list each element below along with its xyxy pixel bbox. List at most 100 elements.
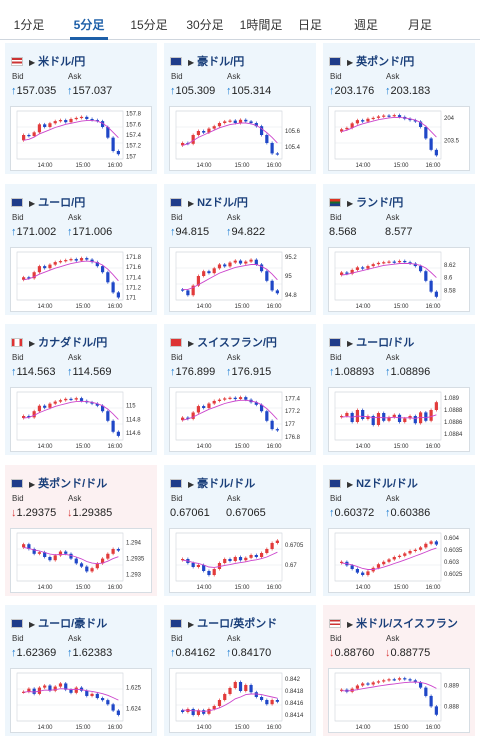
moving-average-line <box>341 263 437 278</box>
currency-card[interactable]: ▶ 米ドル/スイスフラン Bid Ask ↓0.88760 ↓0.88775 0.889 0.… <box>323 605 475 736</box>
currency-card[interactable]: ▶ スイスフラン/円 Bid Ask ↑176.899 ↑176.915 177.4 177.… <box>164 324 316 455</box>
pair-header[interactable]: ▶ 豪ドル/ドル <box>170 475 256 490</box>
currency-card[interactable]: ▶ 英ポンド/円 Bid Ask ↑203.176 ↑203.183 204 203.5 14:… <box>323 43 475 174</box>
pair-name[interactable]: NZドル/ドル <box>356 478 418 490</box>
ask-price: ↑0.60386 <box>385 507 430 519</box>
pair-header[interactable]: ▶ 豪ドル/円 <box>170 53 245 68</box>
mini-chart[interactable]: 177.4 177.2 177 176.8 14:00 15:00 16:00 <box>169 387 311 452</box>
chevron-right-icon: ▶ <box>188 339 195 348</box>
pair-header[interactable]: ▶ ユーロ/豪ドル <box>11 615 108 630</box>
pair-header[interactable]: ▶ ユーロ/英ポンド <box>170 615 278 630</box>
pair-header[interactable]: ▶ ランド/円 <box>329 194 404 209</box>
mini-chart[interactable]: 115 114.8 114.6 14:00 15:00 16:00 <box>10 387 152 452</box>
pair-header[interactable]: ▶ カナダドル/円 <box>11 334 108 349</box>
y-tick-label: 95 <box>285 274 292 280</box>
candle <box>100 266 105 273</box>
currency-card[interactable]: ▶ NZドル/ドル Bid Ask ↑0.60372 ↑0.60386 0.604 0.603… <box>323 465 475 596</box>
mini-chart[interactable]: 1.089 1.0888 1.0886 1.0884 14:00 15:00 16:00 <box>328 387 470 452</box>
tab-5min[interactable]: 5分足 <box>64 0 114 40</box>
tab-weekly[interactable]: 週足 <box>353 18 378 32</box>
arrow-up-icon: ↑ <box>170 85 176 97</box>
pair-name[interactable]: スイスフラン/円 <box>197 337 277 349</box>
candle <box>397 678 402 680</box>
candle <box>58 120 63 122</box>
currency-card[interactable]: ▶ 英ポンド/ドル Bid Ask ↓1.29375 ↓1.29385 1.294 1.293… <box>5 465 157 596</box>
pair-header[interactable]: ▶ ユーロ/円 <box>11 194 86 209</box>
x-tick-label: 15:00 <box>75 304 91 310</box>
candle <box>429 410 433 421</box>
pair-header[interactable]: ▶ ユーロ/ドル <box>329 334 415 349</box>
pair-header[interactable]: ▶ 米ドル/円 <box>11 53 86 68</box>
candle <box>207 403 211 408</box>
currency-card[interactable]: ▶ 米ドル/円 Bid Ask ↑157.035 ↑157.037 157.8 157.6 15… <box>5 43 157 174</box>
pair-name[interactable]: 英ポンド/ドル <box>38 478 108 490</box>
mini-chart[interactable]: 157.8 157.6 157.4 157.2 157 14:00 15:00 16:00 <box>10 106 152 171</box>
candle <box>366 416 370 419</box>
mini-chart[interactable]: 0.889 0.888 14:00 15:00 16:00 <box>328 668 470 733</box>
candle <box>413 263 417 267</box>
mini-chart[interactable]: 204 203.5 14:00 15:00 16:00 <box>328 106 470 171</box>
candle <box>181 289 185 291</box>
pair-name[interactable]: 英ポンド/円 <box>356 56 415 68</box>
pair-name[interactable]: カナダドル/円 <box>38 337 108 349</box>
pair-name[interactable]: NZドル/円 <box>197 197 248 209</box>
tab-1min[interactable]: 1分足 <box>13 18 45 32</box>
currency-card[interactable]: ▶ ユーロ/豪ドル Bid Ask ↑1.62369 ↑1.62383 1.625 1.624… <box>5 605 157 736</box>
bid-price: ↑0.84162 <box>170 647 215 659</box>
x-tick-label: 16:00 <box>266 163 282 169</box>
currency-card[interactable]: ▶ ユーロ/英ポンド Bid Ask ↑0.84162 ↑0.84170 0.842 0.84… <box>164 605 316 736</box>
pair-name[interactable]: ユーロ/豪ドル <box>38 618 108 630</box>
mini-chart[interactable]: 105.6 105.4 14:00 15:00 16:00 <box>169 106 311 171</box>
mini-chart[interactable]: 1.625 1.624 14:00 15:00 16:00 <box>10 668 152 733</box>
arrow-up-icon: ↑ <box>226 366 232 378</box>
bid-label: Bid <box>12 72 24 81</box>
currency-card[interactable]: ▶ カナダドル/円 Bid Ask ↑114.563 ↑114.569 115 114.8 11… <box>5 324 157 455</box>
mini-chart[interactable]: 1.294 1.2935 1.293 14:00 15:00 16:00 <box>10 528 152 593</box>
tab-1hour[interactable]: 1時間足 <box>239 18 283 32</box>
mini-chart[interactable]: 8.62 8.6 8.58 14:00 15:00 16:00 <box>328 247 470 312</box>
y-tick-label: 115 <box>126 404 136 410</box>
pair-name[interactable]: ユーロ/円 <box>38 197 86 209</box>
mini-chart[interactable]: 0.6705 0.67 14:00 15:00 16:00 <box>169 528 311 593</box>
pair-name[interactable]: 豪ドル/円 <box>197 56 245 68</box>
pair-header[interactable]: ▶ NZドル/ドル <box>329 475 418 490</box>
arrow-down-icon: ↓ <box>11 507 17 519</box>
currency-card[interactable]: ▶ NZドル/円 Bid Ask ↑94.815 ↑94.822 95.2 95 94.8 14:… <box>164 184 316 315</box>
pair-header[interactable]: ▶ 英ポンド/ドル <box>11 475 108 490</box>
pair-header[interactable]: ▶ NZドル/円 <box>170 194 248 209</box>
tab-monthly[interactable]: 月足 <box>407 18 432 32</box>
mini-chart[interactable]: 0.842 0.8418 0.8416 0.8414 14:00 15:00 16:00 <box>169 668 311 733</box>
tab-daily[interactable]: 日足 <box>297 18 322 32</box>
pair-name[interactable]: 豪ドル/ドル <box>197 478 256 490</box>
candle <box>382 561 386 565</box>
mini-chart[interactable]: 95.2 95 94.8 14:00 15:00 16:00 <box>169 247 311 312</box>
pair-name[interactable]: ユーロ/ドル <box>356 337 415 349</box>
mini-chart[interactable]: 171.8 171.6 171.4 171.2 171 14:00 15:00 16:00 <box>10 247 152 312</box>
pair-header[interactable]: ▶ 英ポンド/円 <box>329 53 415 68</box>
pair-name[interactable]: 米ドル/円 <box>38 56 86 68</box>
pair-name[interactable]: ユーロ/英ポンド <box>197 618 278 630</box>
candle <box>181 559 185 561</box>
currency-card[interactable]: ▶ 豪ドル/円 Bid Ask ↑105.309 ↑105.314 105.6 105.4 14… <box>164 43 316 174</box>
y-tick-label: 177 <box>285 422 296 428</box>
x-tick-label: 16:00 <box>266 725 282 731</box>
pair-header[interactable]: ▶ 米ドル/スイスフラン <box>329 615 458 630</box>
currency-card[interactable]: ▶ 豪ドル/ドル Bid Ask 0.67061 0.67065 0.6705 0.67 14:… <box>164 465 316 596</box>
tab-15min[interactable]: 15分足 <box>130 18 168 32</box>
tab-30min[interactable]: 30分足 <box>186 18 224 32</box>
mini-chart[interactable]: 0.604 0.6035 0.603 0.6025 14:00 15:00 16:00 <box>328 528 470 593</box>
y-tick-label: 171 <box>126 295 137 301</box>
pair-header[interactable]: ▶ スイスフラン/円 <box>170 334 277 349</box>
candle <box>418 121 423 127</box>
candlestick-chart: 1.089 1.0888 1.0886 1.0884 14:00 15:00 16:00 <box>334 391 463 450</box>
x-tick-label: 14:00 <box>196 304 212 310</box>
plot-frame <box>334 672 442 722</box>
currency-card[interactable]: ▶ ユーロ/ドル Bid Ask ↑1.08893 ↑1.08896 1.089 1.0888… <box>323 324 475 455</box>
currency-card[interactable]: ▶ ランド/円 Bid Ask 8.568 8.577 8.62 8.6 8.58 14:00 15… <box>323 184 475 315</box>
pair-name[interactable]: ランド/円 <box>356 197 404 209</box>
ask-label: Ask <box>386 353 400 362</box>
currency-card[interactable]: ▶ ユーロ/円 Bid Ask ↑171.002 ↑171.006 171.8 171.6 17… <box>5 184 157 315</box>
candle <box>74 398 78 400</box>
pair-name[interactable]: 米ドル/スイスフラン <box>356 618 458 630</box>
chevron-right-icon: ▶ <box>188 620 195 629</box>
